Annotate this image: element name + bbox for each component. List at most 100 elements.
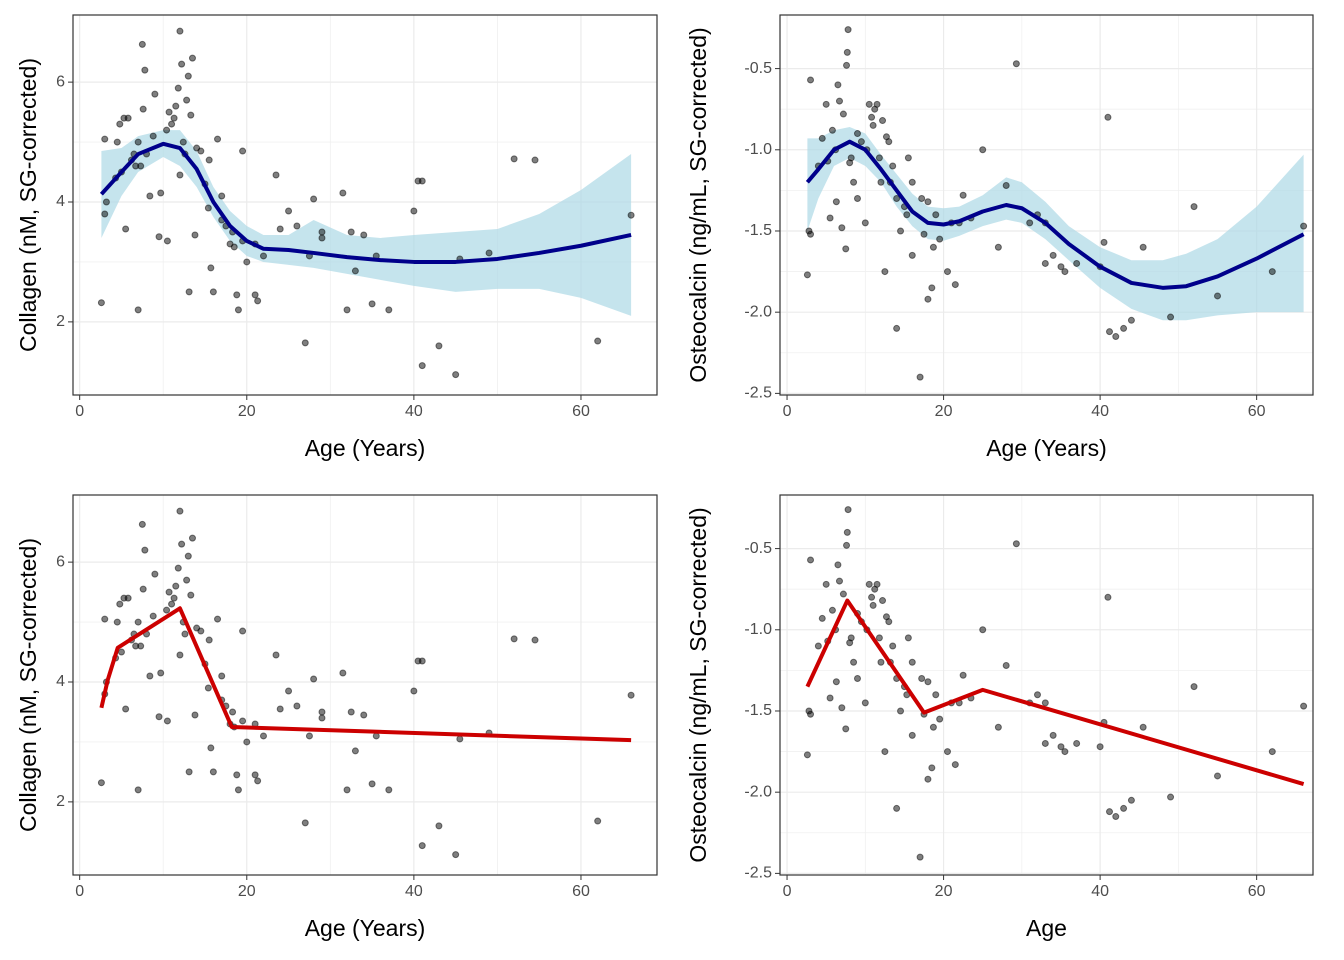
data-point — [134, 306, 142, 314]
data-point — [904, 634, 912, 642]
data-point — [157, 669, 165, 677]
data-point — [847, 154, 855, 162]
data-point — [368, 300, 376, 308]
data-point — [276, 705, 284, 713]
data-point — [1041, 699, 1049, 707]
data-point — [170, 114, 178, 122]
data-point — [146, 192, 154, 200]
plot-border — [779, 14, 1314, 396]
data-point — [418, 657, 426, 665]
data-point — [853, 195, 861, 203]
data-point — [959, 671, 967, 679]
data-point — [1167, 313, 1175, 321]
data-point — [176, 507, 184, 515]
data-point — [1120, 804, 1128, 812]
data-point — [904, 154, 912, 162]
data-point — [893, 804, 901, 812]
data-point — [97, 299, 105, 307]
data-point — [843, 61, 851, 69]
plot-background — [73, 495, 657, 875]
data-point — [918, 195, 926, 203]
data-point — [101, 210, 109, 218]
data-point — [924, 678, 932, 686]
smooth-line — [805, 139, 1305, 290]
data-point — [168, 600, 176, 608]
data-point — [903, 211, 911, 219]
data-point — [875, 154, 883, 162]
data-point — [113, 618, 121, 626]
data-point — [233, 771, 241, 779]
data-point — [835, 577, 843, 585]
y-tick-label: -1.5 — [744, 222, 772, 239]
data-point — [510, 155, 518, 163]
data-point — [318, 708, 326, 716]
data-point — [853, 675, 861, 683]
y-tick-label: -0.5 — [744, 60, 772, 77]
data-point — [918, 675, 926, 683]
data-point — [828, 126, 836, 134]
data-point — [172, 582, 180, 590]
data-point — [1033, 691, 1041, 699]
data-point — [251, 291, 259, 299]
data-point — [842, 725, 850, 733]
data-point — [843, 48, 851, 56]
data-point — [861, 699, 869, 707]
data-point — [165, 108, 173, 116]
x-tick-label: 60 — [1248, 883, 1266, 900]
data-point — [343, 306, 351, 314]
data-point — [814, 642, 822, 650]
data-point — [979, 626, 987, 634]
data-point — [197, 627, 205, 635]
data-point — [1049, 731, 1057, 739]
data-point — [139, 585, 147, 593]
data-point — [141, 546, 149, 554]
data-point — [875, 634, 883, 642]
data-point — [176, 27, 184, 35]
data-point — [385, 306, 393, 314]
data-point — [594, 337, 602, 345]
data-point — [351, 267, 359, 275]
data-point — [1106, 808, 1114, 816]
data-point — [929, 723, 937, 731]
data-point — [178, 540, 186, 548]
data-point — [959, 191, 967, 199]
data-point — [826, 694, 834, 702]
data-point — [951, 281, 959, 289]
data-point — [151, 90, 159, 98]
data-point — [209, 768, 217, 776]
data-point — [1100, 238, 1108, 246]
data-point — [456, 735, 464, 743]
data-point — [485, 249, 493, 257]
data-point — [209, 288, 217, 296]
data-point — [174, 84, 182, 92]
data-point — [868, 113, 876, 121]
data-point — [822, 580, 830, 588]
data-point — [994, 723, 1002, 731]
data-point — [908, 251, 916, 259]
data-point — [141, 66, 149, 74]
data-point — [184, 552, 192, 560]
data-point — [254, 777, 262, 785]
data-point — [857, 138, 865, 146]
x-tick-label: 0 — [75, 403, 84, 420]
data-point — [179, 138, 187, 146]
data-point — [1041, 259, 1049, 267]
data-point — [936, 235, 944, 243]
confidence-band — [101, 130, 632, 316]
data-point — [188, 54, 196, 62]
data-point — [187, 111, 195, 119]
data-point — [920, 230, 928, 238]
data-point — [243, 738, 251, 746]
data-point — [204, 204, 212, 212]
data-point — [155, 233, 163, 241]
data-point — [1061, 748, 1069, 756]
plot-border — [72, 494, 658, 876]
data-point — [124, 594, 132, 602]
data-point — [172, 102, 180, 110]
data-point — [832, 678, 840, 686]
data-point — [176, 171, 184, 179]
data-point — [1300, 702, 1308, 710]
data-point — [310, 675, 318, 683]
data-point — [137, 642, 145, 650]
data-point — [897, 227, 905, 235]
